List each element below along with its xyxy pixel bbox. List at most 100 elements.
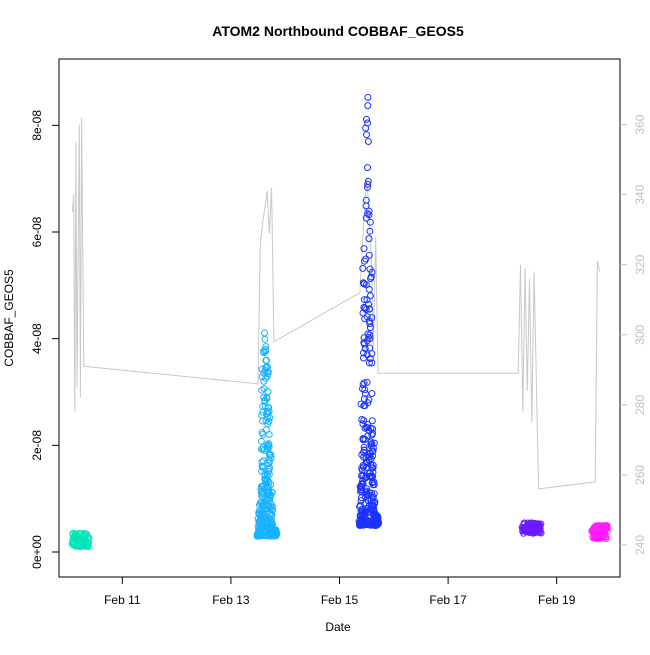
scatter-point — [268, 488, 276, 496]
scatter-point — [265, 465, 273, 473]
scatter-point — [265, 441, 273, 449]
scatter-point — [368, 417, 376, 425]
y-axis-label: COBBAF_GEOS5 — [2, 269, 16, 367]
scatter-point — [83, 530, 91, 538]
scatter-point — [262, 347, 270, 355]
scatter-point — [361, 386, 369, 394]
scatter-point — [370, 490, 378, 498]
scatter-point — [261, 335, 269, 343]
scatter-point — [368, 492, 376, 500]
y-right-tick-label: 260 — [633, 465, 647, 485]
y-right-tick-label: 320 — [633, 254, 647, 274]
scatter-point — [368, 268, 376, 276]
scatter-point — [267, 491, 274, 499]
scatter-point — [258, 463, 266, 471]
scatter-point — [362, 255, 370, 263]
scatter-point — [366, 305, 374, 313]
scatter-point — [365, 317, 373, 325]
scatter-point — [366, 218, 374, 226]
scatter-point — [264, 442, 272, 450]
scatter-point — [360, 443, 368, 451]
scatter-point — [358, 485, 366, 493]
scatter-point — [368, 448, 376, 456]
scatter-point — [85, 538, 92, 546]
scatter-point — [268, 505, 275, 513]
scatter-point — [369, 444, 377, 452]
scatter-point — [266, 464, 274, 472]
scatter-point — [366, 355, 374, 363]
y-right-tick-label: 360 — [633, 114, 647, 134]
scatter-point — [364, 93, 372, 101]
scatter-point — [265, 417, 273, 425]
scatter-point — [365, 211, 373, 219]
y-left-tick-label: 6e-08 — [30, 216, 44, 247]
scatter-point — [364, 138, 372, 145]
secondary-line-layer — [72, 117, 601, 490]
scatter-point — [363, 313, 371, 321]
scatter-point — [365, 285, 373, 293]
scatter-point — [366, 292, 374, 300]
scatter-point — [369, 461, 377, 469]
scatter-point — [368, 350, 376, 358]
scatter-point — [267, 451, 275, 459]
scatter-point — [364, 102, 372, 110]
scatter-point — [260, 446, 268, 454]
scatter-point — [364, 497, 372, 505]
scatter-point — [603, 524, 611, 532]
scatter-point — [360, 446, 368, 454]
x-tick-label: Feb 19 — [538, 593, 576, 607]
scatter-point — [272, 526, 279, 534]
y-right-tick-label: 240 — [633, 535, 647, 555]
scatter-point — [262, 357, 270, 364]
scatter-point — [264, 367, 272, 375]
scatter-point — [369, 429, 377, 437]
scatter-point — [363, 378, 371, 386]
scatter-point — [360, 395, 368, 403]
scatter-point — [264, 445, 272, 453]
scatter-point — [265, 404, 273, 412]
scatter-point — [268, 510, 276, 518]
scatter-point — [359, 264, 367, 272]
scatter-point — [602, 535, 610, 542]
secondary-line — [72, 117, 601, 490]
scatter-point — [366, 227, 374, 235]
scatter-point — [364, 177, 372, 185]
scatter-point — [364, 330, 372, 338]
scatter-point — [366, 331, 374, 339]
scatter-point — [361, 390, 369, 397]
scatter-point — [364, 164, 371, 172]
x-tick-label: Feb 11 — [104, 593, 141, 607]
scatter-point — [369, 452, 377, 460]
scatter-point — [264, 363, 271, 371]
scatter-point — [603, 527, 611, 535]
scatter-point — [265, 443, 273, 451]
scatter-point — [265, 490, 273, 497]
scatter-point — [368, 390, 376, 397]
scatter-point — [365, 251, 373, 259]
scatter-point — [358, 494, 365, 502]
scatter-point — [265, 483, 273, 491]
scatter-point — [363, 115, 370, 123]
scatter-point — [264, 440, 272, 448]
scatter-point — [359, 480, 367, 488]
scatter-point — [265, 408, 273, 416]
scatter-point — [365, 457, 373, 464]
y-left-tick-label: 4e-08 — [30, 323, 44, 354]
scatter-point — [364, 180, 372, 188]
scatter-points-layer — [68, 93, 611, 550]
y-left-tick-label: 0e+00 — [30, 535, 44, 569]
scatter-point — [536, 521, 543, 529]
scatter-point — [360, 245, 368, 253]
x-tick-label: Feb 13 — [212, 593, 250, 607]
scatter-point — [364, 399, 372, 407]
scatter-point — [370, 503, 377, 511]
x-tick-label: Feb 17 — [429, 593, 467, 607]
scatter-point — [369, 481, 377, 489]
scatter-point — [267, 454, 275, 461]
axes-layer: Feb 11 Feb 13 Feb 15 Feb 17 Feb 19 0e+00 2e-08… — [30, 110, 647, 607]
scatter-point — [365, 396, 373, 404]
scatter-point — [361, 345, 369, 352]
scatter-point — [367, 275, 375, 282]
scatter-point — [370, 439, 378, 447]
